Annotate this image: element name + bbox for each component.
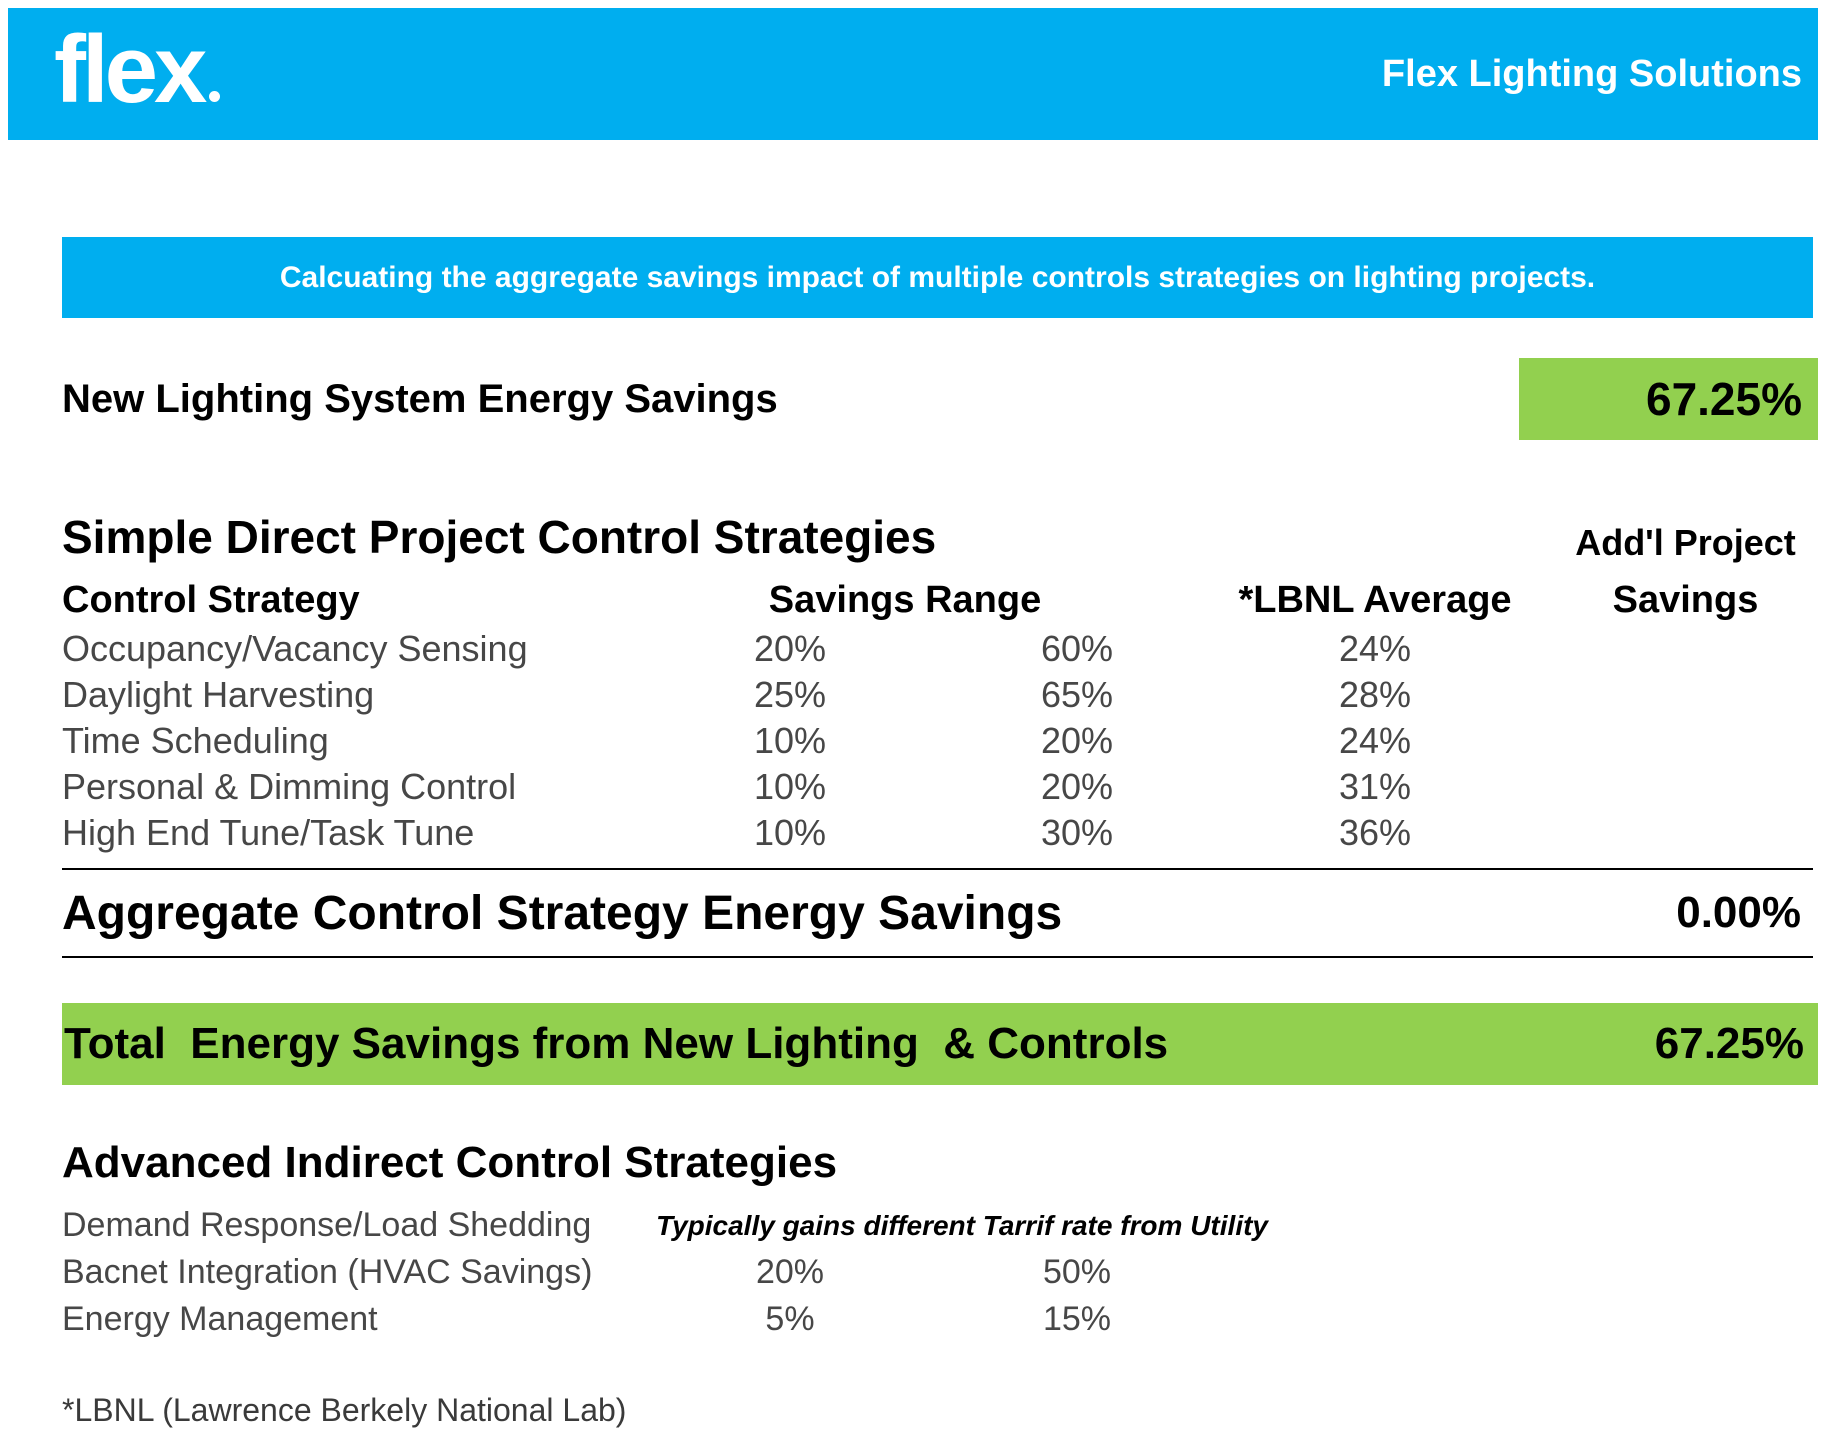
- strategy-row-time-scheduling: Time Scheduling 10% 20% 24%: [62, 718, 1813, 764]
- strategy-row-occupancy: Occupancy/Vacancy Sensing 20% 60% 24%: [62, 626, 1813, 672]
- aggregate-savings-row: Aggregate Control Strategy Energy Saving…: [62, 868, 1813, 958]
- company-name: Flex Lighting Solutions: [1381, 52, 1802, 95]
- strategy-row-high-end-tune: High End Tune/Task Tune 10% 30% 36%: [62, 810, 1813, 856]
- strategy-name: Personal & Dimming Control: [62, 766, 517, 807]
- strategy-row-daylight: Daylight Harvesting 25% 65% 28%: [62, 672, 1813, 718]
- range-low-value: 20%: [755, 1253, 825, 1291]
- range-high-value: 20%: [1040, 720, 1114, 761]
- strategy-row-personal-dimming: Personal & Dimming Control 10% 20% 31%: [62, 764, 1813, 810]
- range-high-value: 50%: [1042, 1253, 1112, 1291]
- advanced-row-energy-management: Energy Management 5% 15%: [62, 1296, 1813, 1343]
- total-savings-label: Total Energy Savings from New Lighting &…: [64, 1019, 1169, 1068]
- col-header-addl-savings: Savings: [1612, 579, 1759, 621]
- lbnl-average-value: 28%: [1338, 674, 1412, 715]
- strategy-table-header-row: Control Strategy Savings Range *LBNL Ave…: [62, 564, 1813, 626]
- total-savings-bar: Total Energy Savings from New Lighting &…: [62, 1003, 1818, 1085]
- lbnl-average-value: 24%: [1338, 628, 1412, 669]
- aggregate-savings-value: 0.00%: [1676, 888, 1801, 937]
- advanced-strategy-name: Energy Management: [62, 1300, 378, 1338]
- simple-section-title: Simple Direct Project Control Strategies: [62, 511, 937, 563]
- lbnl-average-value: 24%: [1338, 720, 1412, 761]
- new-lighting-savings-label: New Lighting System Energy Savings: [62, 376, 778, 421]
- simple-section-title-row: Simple Direct Project Control Strategies…: [62, 496, 1813, 564]
- range-low-value: 25%: [753, 674, 827, 715]
- new-lighting-savings-value: 67.25%: [1519, 358, 1818, 440]
- col-header-control-strategy: Control Strategy: [62, 579, 360, 621]
- range-high-value: 15%: [1042, 1300, 1112, 1338]
- aggregate-savings-label: Aggregate Control Strategy Energy Saving…: [62, 886, 1063, 940]
- strategy-name: Daylight Harvesting: [62, 674, 375, 715]
- range-high-value: 60%: [1040, 628, 1114, 669]
- description-banner-text: Calcuating the aggregate savings impact …: [279, 260, 1596, 294]
- range-low-value: 20%: [753, 628, 827, 669]
- description-banner: Calcuating the aggregate savings impact …: [62, 237, 1813, 318]
- lbnl-average-value: 31%: [1338, 766, 1412, 807]
- advanced-strategies-section: Advanced Indirect Control Strategies Dem…: [62, 1138, 1813, 1343]
- range-low-value: 10%: [753, 766, 827, 807]
- range-low-value: 5%: [765, 1300, 815, 1338]
- advanced-row-bacnet: Bacnet Integration (HVAC Savings) 20% 50…: [62, 1249, 1813, 1296]
- col-header-lbnl-average: *LBNL Average: [1238, 579, 1512, 621]
- range-high-value: 30%: [1040, 812, 1114, 853]
- simple-strategies-section: Simple Direct Project Control Strategies…: [62, 496, 1813, 856]
- range-low-value: 10%: [753, 720, 827, 761]
- range-high-value: 65%: [1040, 674, 1114, 715]
- advanced-section-title: Advanced Indirect Control Strategies: [62, 1138, 838, 1187]
- flex-logo-text: flex: [54, 16, 207, 123]
- range-high-value: 20%: [1040, 766, 1114, 807]
- flex-logo: flex: [54, 22, 221, 118]
- addl-project-header: Add'l Project: [1575, 522, 1796, 563]
- logo-trademark-dot-icon: [209, 91, 221, 102]
- tariff-note: Typically gains different Tarrif rate fr…: [656, 1209, 1268, 1241]
- brand-header-bar: flex Flex Lighting Solutions: [8, 8, 1818, 140]
- lbnl-footnote: *LBNL (Lawrence Berkely National Lab): [62, 1392, 627, 1428]
- total-savings-value: 67.25%: [1654, 1019, 1804, 1068]
- range-low-value: 10%: [753, 812, 827, 853]
- lbnl-average-value: 36%: [1338, 812, 1412, 853]
- strategy-name: High End Tune/Task Tune: [62, 812, 475, 853]
- col-header-savings-range: Savings Range: [768, 579, 1042, 621]
- advanced-row-demand-response: Demand Response/Load Shedding Typically …: [62, 1202, 1813, 1249]
- advanced-strategy-name: Bacnet Integration (HVAC Savings): [62, 1253, 593, 1291]
- strategy-name: Time Scheduling: [62, 720, 329, 761]
- strategy-name: Occupancy/Vacancy Sensing: [62, 628, 528, 669]
- advanced-strategy-name: Demand Response/Load Shedding: [62, 1206, 592, 1244]
